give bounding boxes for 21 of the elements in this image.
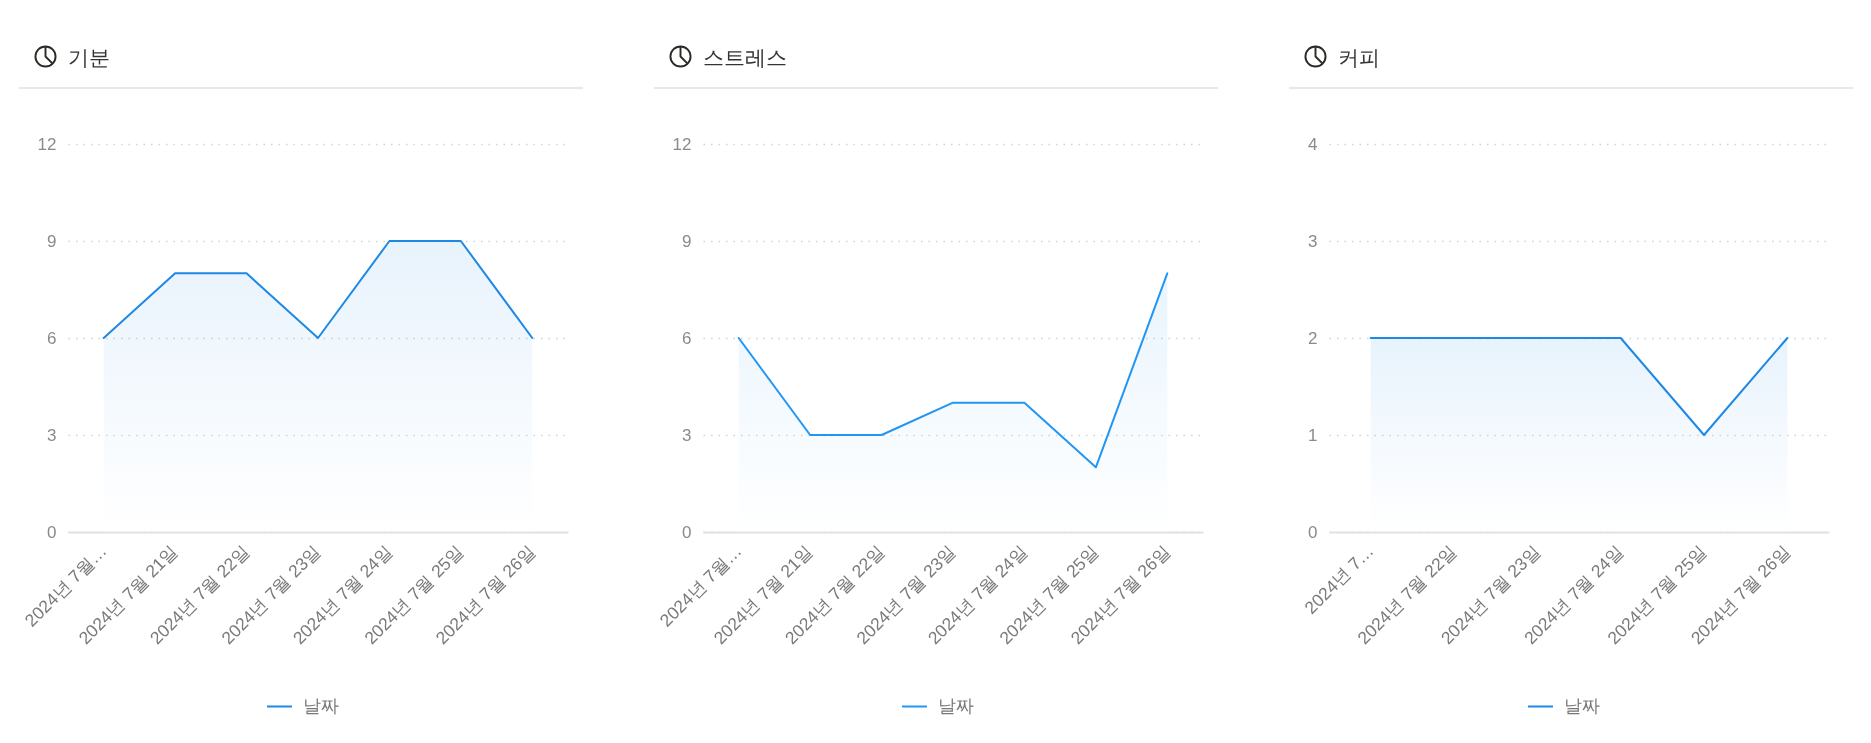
y-tick-label: 9 bbox=[682, 231, 692, 251]
y-tick-label: 3 bbox=[47, 425, 57, 445]
y-tick-label: 6 bbox=[682, 328, 692, 348]
legend-label: 날짜 bbox=[303, 695, 339, 716]
legend-label: 날짜 bbox=[1563, 695, 1600, 716]
legend-label: 날짜 bbox=[938, 695, 974, 716]
y-tick-label: 0 bbox=[47, 522, 57, 542]
y-tick-label: 3 bbox=[1307, 231, 1317, 251]
y-tick-label: 2 bbox=[1307, 328, 1317, 348]
y-tick-label: 12 bbox=[672, 134, 692, 154]
chart-title: 커피 bbox=[1338, 45, 1380, 71]
chart-title: 스트레스 bbox=[703, 45, 787, 71]
y-tick-label: 0 bbox=[682, 522, 692, 542]
y-tick-label: 0 bbox=[1307, 522, 1317, 542]
y-tick-label: 9 bbox=[47, 231, 57, 251]
y-tick-label: 6 bbox=[47, 328, 57, 348]
y-tick-label: 3 bbox=[682, 425, 692, 445]
y-tick-label: 1 bbox=[1307, 425, 1317, 445]
y-tick-label: 4 bbox=[1307, 134, 1317, 154]
chart-title: 기분 bbox=[68, 45, 110, 71]
y-tick-label: 12 bbox=[37, 134, 57, 154]
